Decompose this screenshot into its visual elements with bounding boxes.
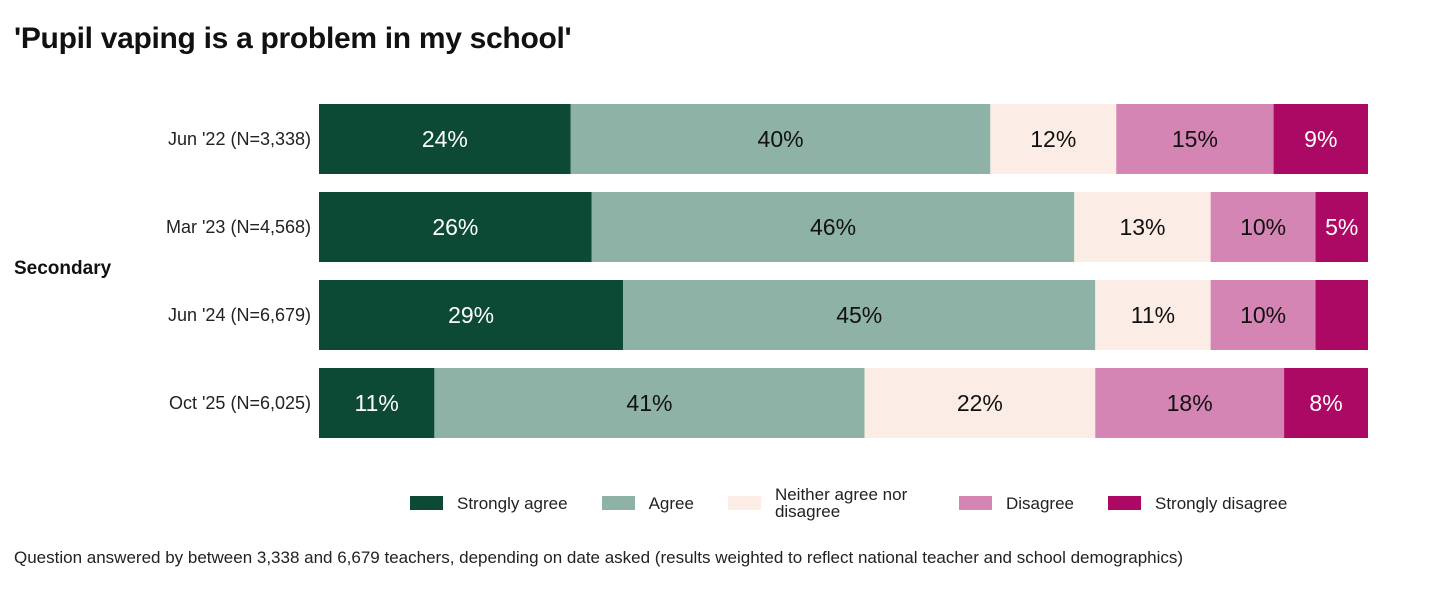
bar-segment (1095, 368, 1285, 438)
legend-label-agree: Agree (648, 493, 694, 513)
bar-value-label: 22% (957, 390, 1003, 416)
bar-segment (1210, 192, 1316, 262)
row-label: Jun '22 (N=3,338) (168, 129, 311, 149)
bar-value-label: 46% (810, 214, 856, 240)
bar-value-label: 40% (758, 126, 804, 152)
bar-value-label: 8% (1309, 390, 1342, 416)
bar-segment (864, 368, 1096, 438)
legend-label-disagree: Disagree (1005, 493, 1074, 513)
row-label: Jun '24 (N=6,679) (168, 305, 311, 325)
legend-swatch-neither (727, 496, 761, 510)
chart-title: 'Pupil vaping is a problem in my school' (14, 22, 572, 55)
bar-segment (623, 280, 1096, 350)
bar-segment (1315, 192, 1368, 262)
legend: Strongly agree Agree Neither agree nor d… (410, 486, 1321, 520)
bar-value-label: 24% (422, 126, 468, 152)
group-label: Secondary (14, 258, 112, 279)
bar-segment (1074, 192, 1211, 262)
bar-segment (1284, 368, 1368, 438)
bar-value-label: 13% (1119, 214, 1165, 240)
legend-label-strongly-agree: Strongly agree (457, 493, 568, 513)
bar-value-label: 10% (1240, 302, 1286, 328)
legend-item-disagree: Disagree (958, 493, 1074, 513)
bar-segment (1210, 280, 1316, 350)
legend-swatch-strongly-disagree (1108, 496, 1141, 510)
bar-value-label: 29% (448, 302, 494, 328)
bar-segment (990, 104, 1117, 174)
legend-swatch-strongly-agree (410, 496, 443, 510)
bar-value-label: 11% (355, 390, 399, 416)
legend-label-neither: Neither agree nor disagree (774, 485, 908, 521)
bar-segment (434, 368, 865, 438)
legend-item-strongly-disagree: Strongly disagree (1108, 495, 1287, 512)
bar-segment (1095, 280, 1211, 350)
bar-value-label: 12% (1030, 126, 1076, 152)
bar-segment (1116, 104, 1274, 174)
row-label: Oct '25 (N=6,025) (169, 393, 311, 413)
bar-value-label: 9% (1304, 126, 1337, 152)
row-label: Mar '23 (N=4,568) (166, 217, 311, 237)
legend-label-strongly-disagree: Strongly disagree (1155, 493, 1288, 513)
legend-item-neither: Neither agree nor disagree (727, 485, 925, 521)
legend-swatch-agree (601, 496, 635, 510)
bar-segment (1273, 104, 1368, 174)
bar-segment (570, 104, 991, 174)
bar-segment (319, 104, 571, 174)
bar-value-label: 41% (626, 390, 672, 416)
bar-value-label: 5% (1325, 214, 1358, 240)
legend-item-strongly-agree: Strongly agree (410, 495, 568, 512)
bar-value-label: 45% (836, 302, 882, 328)
legend-swatch-disagree (958, 496, 992, 510)
bar-value-label: 10% (1240, 214, 1286, 240)
bar-segment (1315, 280, 1368, 350)
bar-segment (319, 280, 624, 350)
bar-segment (319, 368, 435, 438)
bar-value-label: 26% (432, 214, 478, 240)
footnote: Question answered by between 3,338 and 6… (14, 548, 1184, 567)
bar-value-label: 11% (1131, 302, 1175, 328)
legend-item-agree: Agree (601, 493, 694, 513)
bar-segment (591, 192, 1075, 262)
bar-value-label: 15% (1172, 126, 1218, 152)
bar-segment (319, 192, 592, 262)
bar-value-label: 18% (1167, 390, 1213, 416)
